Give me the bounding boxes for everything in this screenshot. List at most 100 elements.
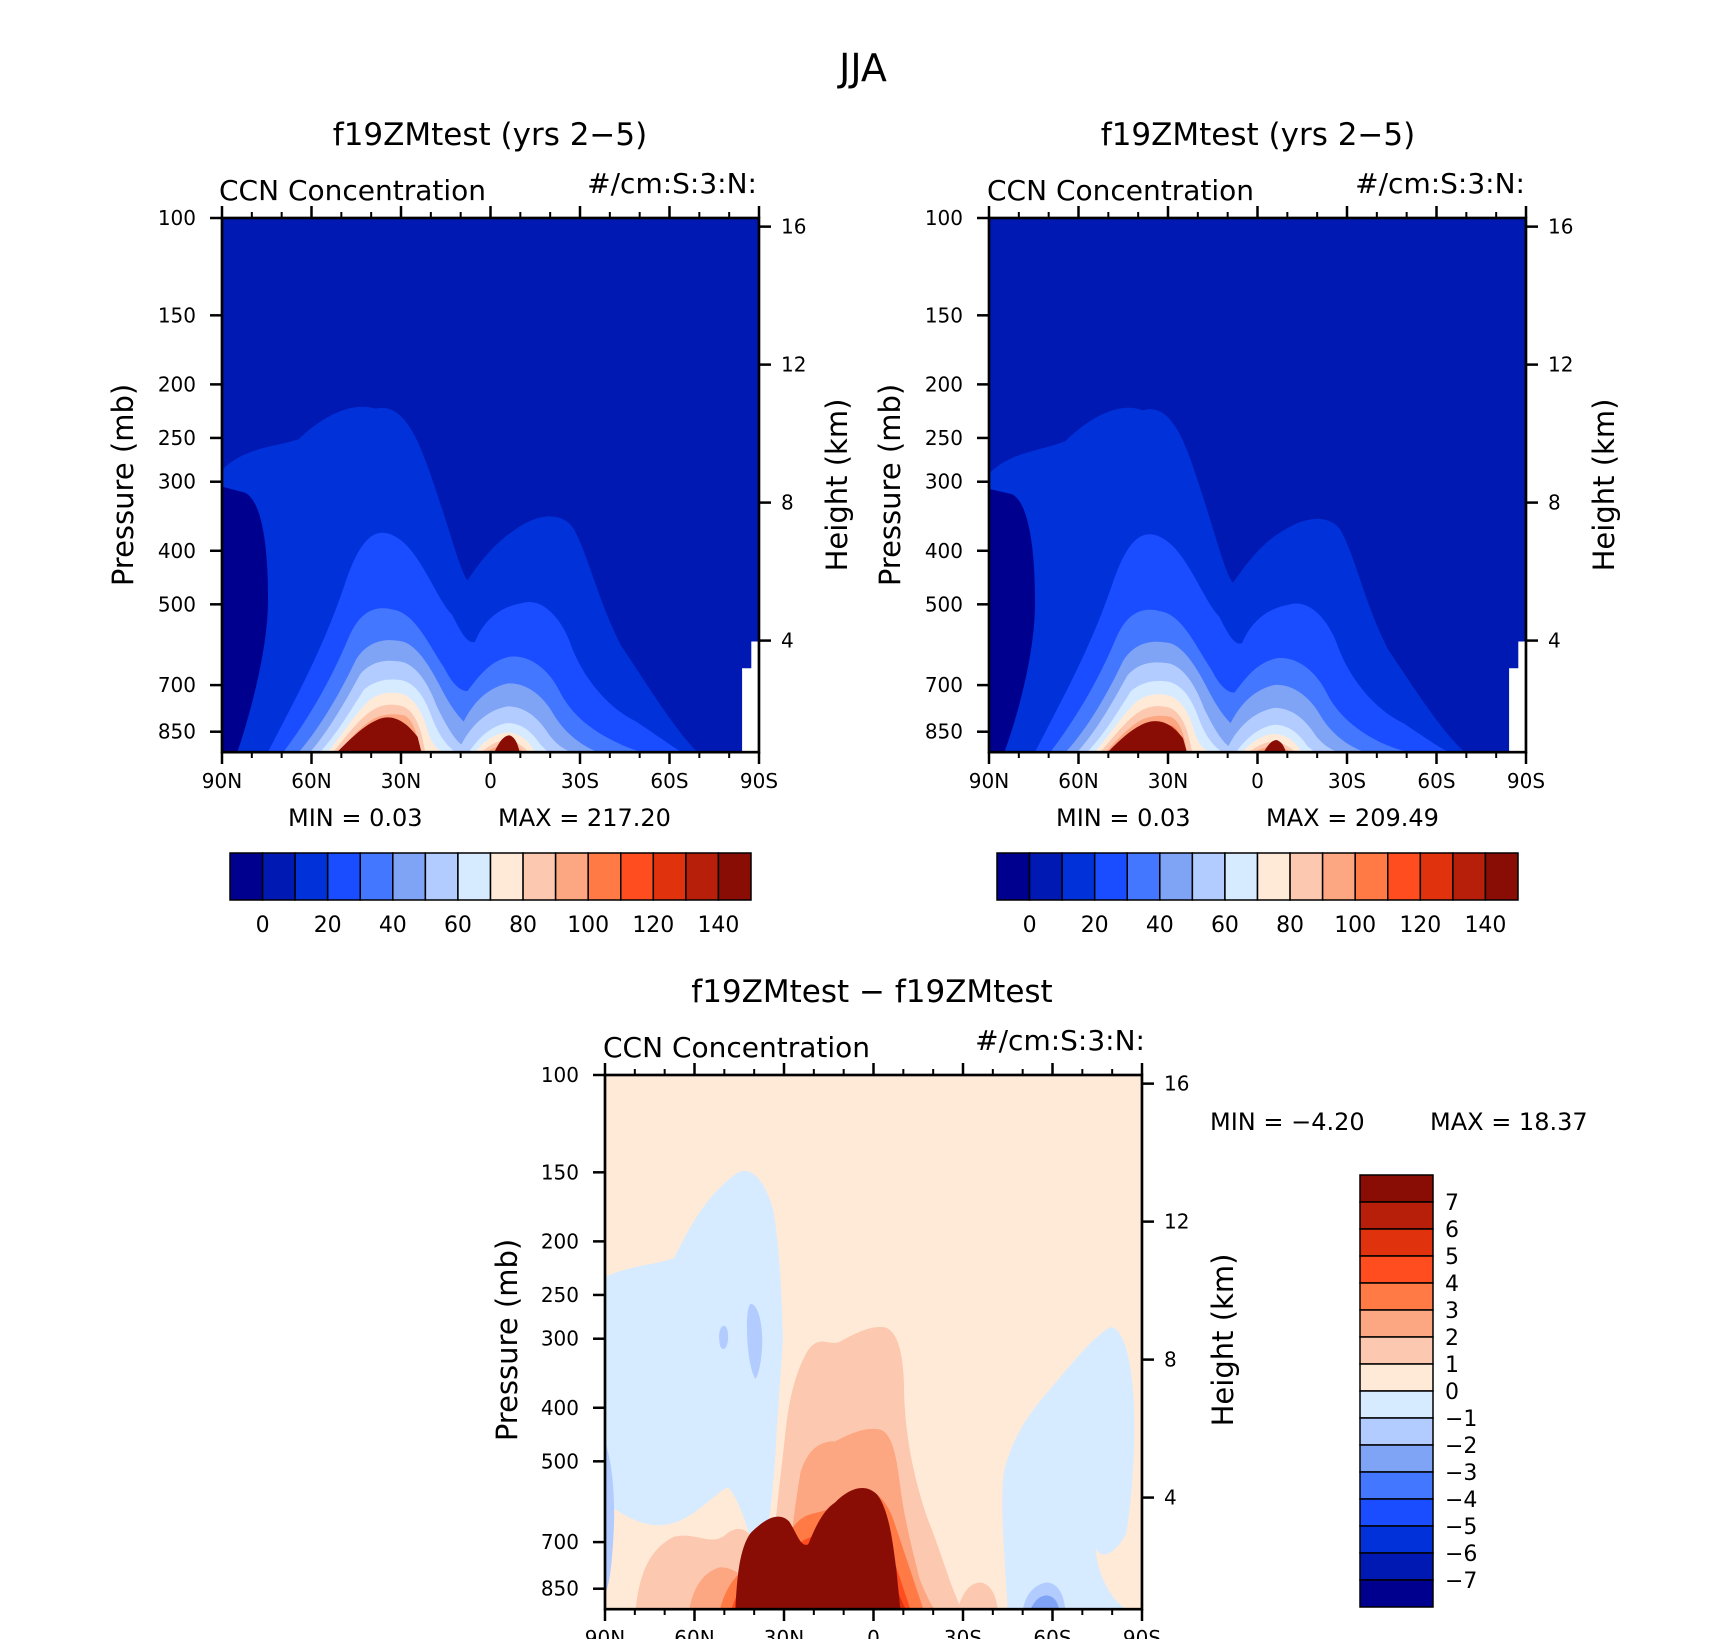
y-tick-label: 700 <box>158 673 196 697</box>
y-tick-label: 850 <box>925 720 963 744</box>
colorbar-tick-label: 100 <box>1334 913 1376 938</box>
x-tick-label: 90S <box>1507 769 1545 793</box>
colorbar-swatch <box>489 852 524 901</box>
contour-fill-level-neg1 <box>1002 1326 1135 1610</box>
colorbar-tick-label: 140 <box>697 913 739 938</box>
colorbar-tick-label: 120 <box>632 913 674 938</box>
colorbar-swatch <box>1321 852 1356 901</box>
contour-fill-level-neg3 <box>1030 1595 1060 1610</box>
colorbar-tick-label: −7 <box>1445 1569 1477 1594</box>
y2-tick-label: 16 <box>781 215 806 239</box>
contour-fill-level-15 <box>1107 721 1286 753</box>
y2-tick-label: 4 <box>1548 629 1561 653</box>
x-tick-label: 60S <box>650 769 688 793</box>
colorbar-tick-label: 2 <box>1445 1326 1459 1351</box>
panel-2-colorbar: 0 20 40 60 80 100 120 140 <box>996 852 1519 938</box>
y-tick-label: 150 <box>158 303 196 327</box>
panel-1-variable-label: CCN Concentration <box>219 174 486 207</box>
colorbar-swatch <box>1359 1390 1434 1419</box>
missing-data-region <box>1509 641 1526 753</box>
contour-fill-level-0 <box>989 488 1036 753</box>
colorbar-swatch <box>1256 852 1291 901</box>
panel-1-plot <box>220 216 761 754</box>
y-tick-label: 500 <box>541 1449 579 1473</box>
colorbar-swatch <box>1359 1228 1434 1257</box>
y2-tick-label: 8 <box>1164 1348 1177 1372</box>
colorbar-swatch <box>1359 1363 1434 1392</box>
y-tick-label: 300 <box>925 470 963 494</box>
colorbar-tick-label: 4 <box>1445 1272 1459 1297</box>
colorbar-swatch <box>294 852 329 901</box>
colorbar-tick-label: 1 <box>1445 1353 1459 1378</box>
y-tick-label: 400 <box>925 539 963 563</box>
colorbar-tick-label: −4 <box>1445 1488 1477 1513</box>
y-tick-label: 850 <box>541 1577 579 1601</box>
colorbar-tick-label: 0 <box>1445 1380 1459 1405</box>
colorbar-swatch <box>1359 1255 1434 1284</box>
colorbar-tick-label: 140 <box>1464 913 1506 938</box>
panel-3: f19ZMtest − f19ZMtest CCN Concentration … <box>490 974 1588 1639</box>
colorbar-swatch <box>1289 852 1324 901</box>
colorbar-tick-label: 60 <box>1211 913 1239 938</box>
colorbar-swatch <box>1359 1309 1434 1338</box>
panel-1: f19ZMtest (yrs 2−5) CCN Concentration #/… <box>106 117 854 938</box>
panel-2-units-label: #/cm:S:3:N: <box>1355 167 1525 200</box>
contour-fill-level-15 <box>337 717 520 753</box>
contour-fill-level-neg2 <box>719 1325 729 1350</box>
colorbar-swatch <box>392 852 427 901</box>
x-tick-label: 90N <box>585 1626 625 1639</box>
y-tick-label: 300 <box>541 1327 579 1351</box>
colorbar-tick-label: 40 <box>379 913 407 938</box>
y-tick-label: 850 <box>158 720 196 744</box>
colorbar-swatch <box>1359 1552 1434 1581</box>
y2-tick-label: 4 <box>781 629 794 653</box>
colorbar-swatch <box>587 852 622 901</box>
colorbar-swatch <box>1061 852 1096 901</box>
panel-3-min: MIN = −4.20 <box>1210 1108 1365 1136</box>
page-title: JJA <box>837 46 887 90</box>
x-tick-label: 0 <box>867 1626 880 1639</box>
colorbar-swatch <box>1359 1336 1434 1365</box>
y-tick-label: 400 <box>541 1396 579 1420</box>
y-tick-label: 500 <box>925 592 963 616</box>
x-tick-label: 60N <box>291 769 331 793</box>
colorbar-swatch <box>1452 852 1487 901</box>
colorbar-tick-label: 6 <box>1445 1218 1459 1243</box>
panel-3-title: f19ZMtest − f19ZMtest <box>691 974 1052 1010</box>
colorbar-swatch <box>1354 852 1389 901</box>
y-tick-label: 200 <box>925 372 963 396</box>
panel-1-units-label: #/cm:S:3:N: <box>587 167 757 200</box>
panel-2-plot <box>987 216 1528 754</box>
panel-2-min: MIN = 0.03 <box>1056 804 1191 832</box>
contour-fill-level-pos1 <box>957 1582 998 1610</box>
x-tick-label: 30S <box>944 1626 982 1639</box>
x-tick-label: 90S <box>1123 1626 1161 1639</box>
panel-2-variable-label: CCN Concentration <box>987 174 1254 207</box>
colorbar-swatch <box>1359 1525 1434 1554</box>
panel-1-y2-axis-label: Height (km) <box>820 399 854 572</box>
y-tick-label: 100 <box>541 1063 579 1087</box>
y-tick-label: 500 <box>158 592 196 616</box>
y-tick-label: 300 <box>158 470 196 494</box>
colorbar-tick-label: 40 <box>1146 913 1174 938</box>
panel-3-axes: 90N 60N 30N 0 30S 60S 90S 100 150 200 250 300 400 500… <box>541 1063 1189 1639</box>
x-tick-label: 30N <box>764 1626 804 1639</box>
colorbar-tick-label: 20 <box>1081 913 1109 938</box>
panel-2-max: MAX = 209.49 <box>1266 804 1439 832</box>
panel-2-y2-axis-label: Height (km) <box>1587 399 1621 572</box>
y-tick-label: 250 <box>541 1283 579 1307</box>
y2-tick-label: 8 <box>1548 491 1561 515</box>
panel-2: f19ZMtest (yrs 2−5) CCN Concentration #/… <box>873 117 1621 938</box>
colorbar-swatch <box>229 852 264 901</box>
x-tick-label: 0 <box>1251 769 1264 793</box>
colorbar-swatch <box>1359 1471 1434 1500</box>
y-tick-label: 150 <box>541 1160 579 1184</box>
colorbar-tick-label: 80 <box>1276 913 1304 938</box>
y-tick-label: 250 <box>925 426 963 450</box>
contour-fill-level-neg2 <box>746 1303 763 1379</box>
colorbar-swatch <box>1387 852 1422 901</box>
colorbar-swatch <box>424 852 459 901</box>
colorbar-swatch <box>1159 852 1194 901</box>
colorbar-swatch <box>1224 852 1259 901</box>
panel-3-variable-label: CCN Concentration <box>603 1031 870 1064</box>
